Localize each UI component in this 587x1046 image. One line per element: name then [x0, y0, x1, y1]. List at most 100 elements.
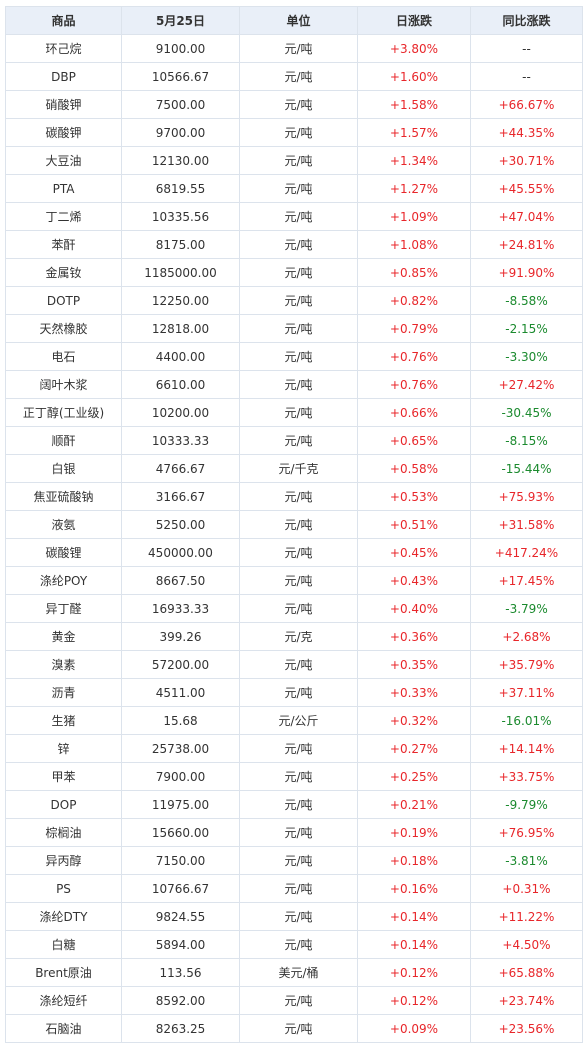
- cell-yoy-change: +4.50%: [470, 930, 583, 959]
- cell-unit: 元/吨: [239, 118, 358, 147]
- table-row: PS 10766.67 元/吨 +0.16% +0.31%: [5, 874, 583, 903]
- cell-unit: 元/吨: [239, 342, 358, 371]
- table-row: 异丁醛 16933.33 元/吨 +0.40% -3.79%: [5, 594, 583, 623]
- table-row: 黄金 399.26 元/克 +0.36% +2.68%: [5, 622, 583, 651]
- table-row: 涤纶DTY 9824.55 元/吨 +0.14% +11.22%: [5, 902, 583, 931]
- price-change-table-container: 商品 5月25日 单位 日涨跌 同比涨跌 环己烷 9100.00 元/吨 +3.80%…: [5, 6, 583, 1043]
- cell-yoy-change: +76.95%: [470, 818, 583, 847]
- cell-price: 10200.00: [121, 398, 240, 427]
- cell-unit: 元/吨: [239, 286, 358, 315]
- cell-unit: 元/吨: [239, 314, 358, 343]
- cell-price: 10566.67: [121, 62, 240, 91]
- cell-commodity: 生猪: [5, 706, 122, 735]
- cell-yoy-change: +0.31%: [470, 874, 583, 903]
- header-daily-change: 日涨跌: [357, 6, 471, 35]
- cell-unit: 元/吨: [239, 566, 358, 595]
- cell-yoy-change: +45.55%: [470, 174, 583, 203]
- cell-price: 8263.25: [121, 1014, 240, 1043]
- table-row: 生猪 15.68 元/公斤 +0.32% -16.01%: [5, 706, 583, 735]
- cell-daily-change: +0.16%: [357, 874, 471, 903]
- cell-commodity: 苯酐: [5, 230, 122, 259]
- cell-price: 5894.00: [121, 930, 240, 959]
- cell-daily-change: +1.27%: [357, 174, 471, 203]
- cell-yoy-change: +14.14%: [470, 734, 583, 763]
- cell-unit: 元/吨: [239, 510, 358, 539]
- cell-daily-change: +0.14%: [357, 930, 471, 959]
- cell-price: 4400.00: [121, 342, 240, 371]
- cell-unit: 元/吨: [239, 902, 358, 931]
- cell-daily-change: +0.85%: [357, 258, 471, 287]
- cell-unit: 美元/桶: [239, 958, 358, 987]
- cell-daily-change: +0.53%: [357, 482, 471, 511]
- table-row: 溴素 57200.00 元/吨 +0.35% +35.79%: [5, 650, 583, 679]
- cell-yoy-change: -3.79%: [470, 594, 583, 623]
- cell-price: 6610.00: [121, 370, 240, 399]
- cell-price: 25738.00: [121, 734, 240, 763]
- cell-commodity: 棕榈油: [5, 818, 122, 847]
- table-row: 液氨 5250.00 元/吨 +0.51% +31.58%: [5, 510, 583, 539]
- price-change-table: 商品 5月25日 单位 日涨跌 同比涨跌 环己烷 9100.00 元/吨 +3.80%…: [5, 6, 583, 1043]
- table-row: 顺酐 10333.33 元/吨 +0.65% -8.15%: [5, 426, 583, 455]
- header-date-price: 5月25日: [121, 6, 240, 35]
- cell-daily-change: +0.40%: [357, 594, 471, 623]
- cell-daily-change: +0.32%: [357, 706, 471, 735]
- cell-commodity: 硝酸钾: [5, 90, 122, 119]
- cell-commodity: 涤纶POY: [5, 566, 122, 595]
- table-row: 正丁醇(工业级) 10200.00 元/吨 +0.66% -30.45%: [5, 398, 583, 427]
- cell-yoy-change: +66.67%: [470, 90, 583, 119]
- table-row: 金属钕 1185000.00 元/吨 +0.85% +91.90%: [5, 258, 583, 287]
- cell-daily-change: +0.65%: [357, 426, 471, 455]
- table-row: PTA 6819.55 元/吨 +1.27% +45.55%: [5, 174, 583, 203]
- cell-unit: 元/吨: [239, 398, 358, 427]
- cell-commodity: DOP: [5, 790, 122, 819]
- cell-unit: 元/吨: [239, 594, 358, 623]
- cell-yoy-change: +24.81%: [470, 230, 583, 259]
- cell-commodity: 石脑油: [5, 1014, 122, 1043]
- cell-unit: 元/吨: [239, 538, 358, 567]
- cell-daily-change: +0.27%: [357, 734, 471, 763]
- cell-daily-change: +0.45%: [357, 538, 471, 567]
- cell-commodity: 碳酸锂: [5, 538, 122, 567]
- table-row: 电石 4400.00 元/吨 +0.76% -3.30%: [5, 342, 583, 371]
- table-row: 白银 4766.67 元/千克 +0.58% -15.44%: [5, 454, 583, 483]
- cell-commodity: PTA: [5, 174, 122, 203]
- cell-daily-change: +0.25%: [357, 762, 471, 791]
- cell-price: 9824.55: [121, 902, 240, 931]
- cell-yoy-change: +91.90%: [470, 258, 583, 287]
- table-row: 大豆油 12130.00 元/吨 +1.34% +30.71%: [5, 146, 583, 175]
- cell-unit: 元/吨: [239, 986, 358, 1015]
- cell-commodity: Brent原油: [5, 958, 122, 987]
- cell-yoy-change: +23.56%: [470, 1014, 583, 1043]
- cell-yoy-change: +30.71%: [470, 146, 583, 175]
- cell-price: 8592.00: [121, 986, 240, 1015]
- cell-price: 10333.33: [121, 426, 240, 455]
- cell-daily-change: +1.08%: [357, 230, 471, 259]
- cell-yoy-change: +2.68%: [470, 622, 583, 651]
- cell-price: 399.26: [121, 622, 240, 651]
- cell-yoy-change: +37.11%: [470, 678, 583, 707]
- cell-unit: 元/吨: [239, 34, 358, 63]
- table-row: 石脑油 8263.25 元/吨 +0.09% +23.56%: [5, 1014, 583, 1043]
- cell-daily-change: +1.60%: [357, 62, 471, 91]
- cell-unit: 元/吨: [239, 1014, 358, 1043]
- table-row: DOTP 12250.00 元/吨 +0.82% -8.58%: [5, 286, 583, 315]
- table-row: 碳酸锂 450000.00 元/吨 +0.45% +417.24%: [5, 538, 583, 567]
- cell-commodity: 涤纶DTY: [5, 902, 122, 931]
- cell-price: 3166.67: [121, 482, 240, 511]
- cell-price: 4511.00: [121, 678, 240, 707]
- cell-yoy-change: +75.93%: [470, 482, 583, 511]
- cell-commodity: 异丙醇: [5, 846, 122, 875]
- cell-yoy-change: -16.01%: [470, 706, 583, 735]
- table-row: 碳酸钾 9700.00 元/吨 +1.57% +44.35%: [5, 118, 583, 147]
- cell-price: 8667.50: [121, 566, 240, 595]
- cell-yoy-change: +35.79%: [470, 650, 583, 679]
- cell-yoy-change: --: [470, 62, 583, 91]
- cell-commodity: 白糖: [5, 930, 122, 959]
- cell-unit: 元/吨: [239, 482, 358, 511]
- cell-commodity: 甲苯: [5, 762, 122, 791]
- table-row: 涤纶POY 8667.50 元/吨 +0.43% +17.45%: [5, 566, 583, 595]
- cell-daily-change: +3.80%: [357, 34, 471, 63]
- cell-yoy-change: -8.58%: [470, 286, 583, 315]
- cell-daily-change: +0.21%: [357, 790, 471, 819]
- cell-unit: 元/千克: [239, 454, 358, 483]
